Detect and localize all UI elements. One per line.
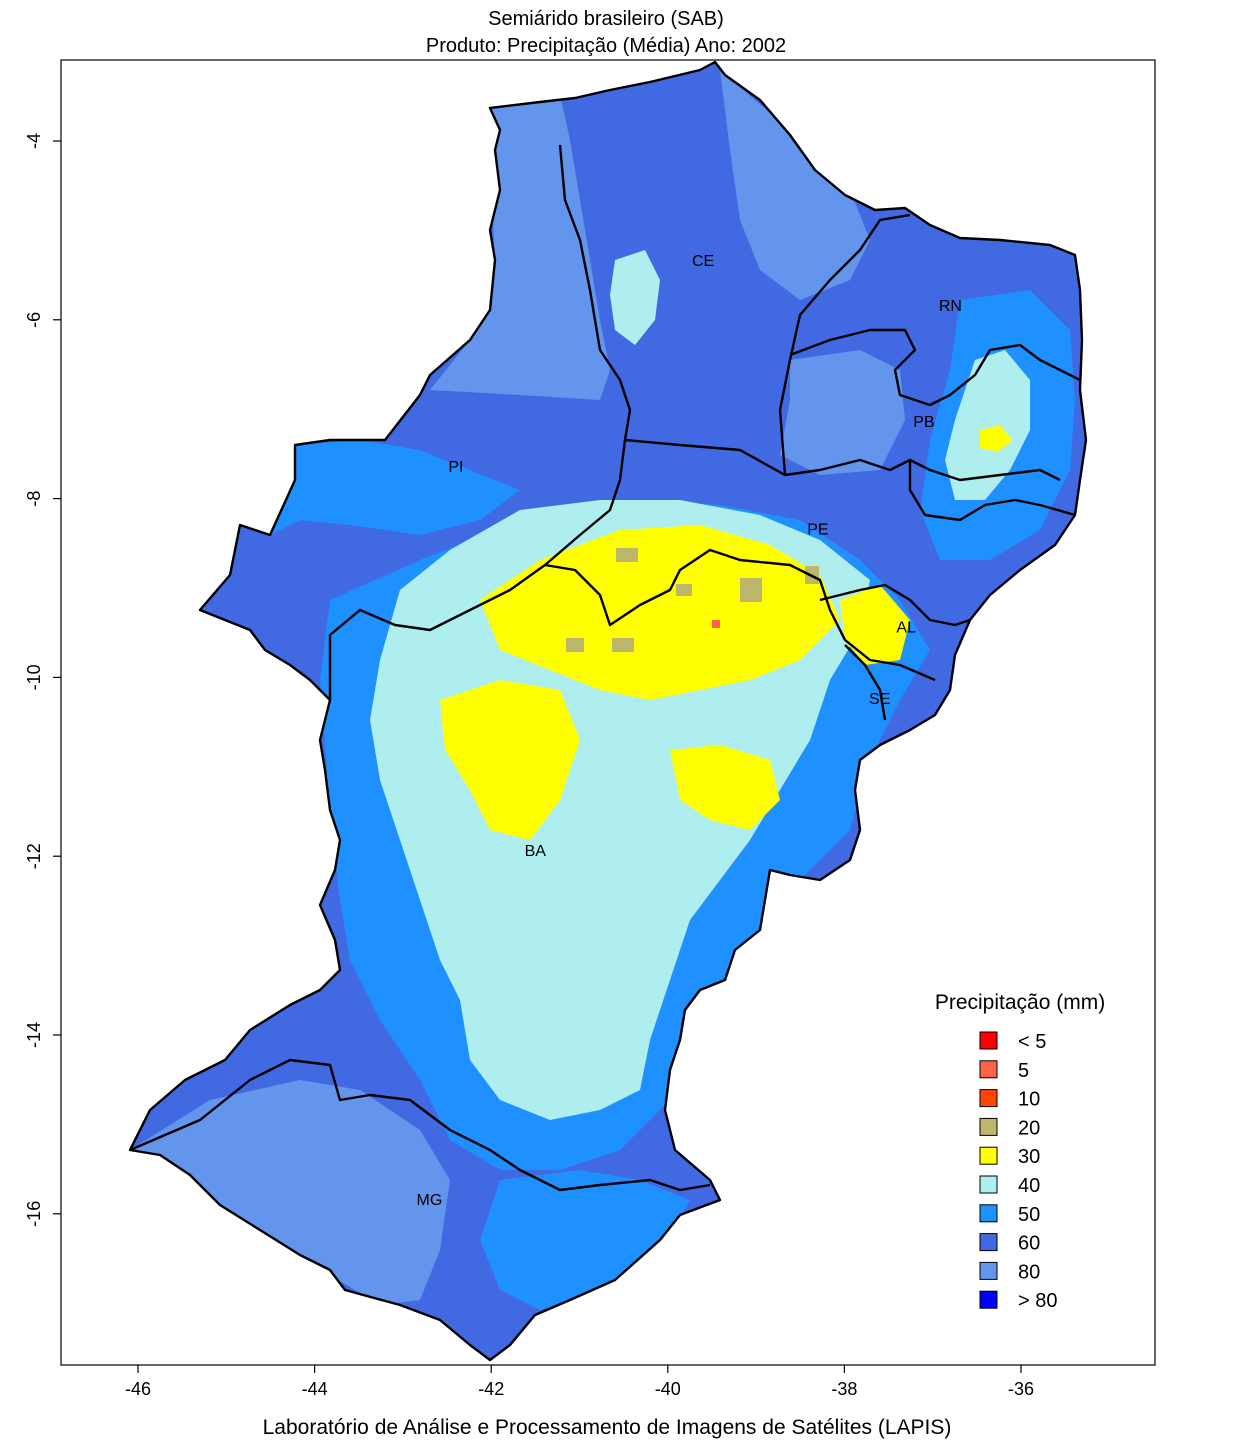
- legend-label: < 5: [1018, 1031, 1046, 1053]
- state-label-mg: MG: [417, 1192, 443, 1209]
- field-20-spot: [566, 638, 584, 652]
- legend-swatch: [979, 1146, 998, 1165]
- legend-label: 5: [1018, 1060, 1029, 1082]
- legend-swatch: [979, 1089, 998, 1108]
- sab-boundary: [128, 60, 1088, 1362]
- field-40-south-spot: [480, 995, 650, 1100]
- state-label-pe: PE: [807, 521, 828, 538]
- field-30-ba-east: [670, 745, 780, 830]
- legend: Precipitação (mm) < 5 5 10 20 30 40 50 60 80 > 80: [935, 991, 1105, 1312]
- field-30-ba-west: [440, 680, 580, 840]
- state-borders: [129, 144, 1081, 1192]
- legend-label: 20: [1018, 1117, 1040, 1139]
- x-tick-label: -38: [831, 1379, 857, 1399]
- state-label-ba: BA: [525, 843, 547, 860]
- map-subtitle: Produto: Precipitação (Média) Ano: 2002: [426, 35, 786, 57]
- field-20-spot: [616, 548, 638, 562]
- field-30-al: [840, 585, 910, 665]
- legend-label: > 80: [1018, 1290, 1057, 1312]
- x-tick-label: -46: [125, 1379, 151, 1399]
- border-pe-ba: [544, 548, 936, 682]
- x-tick-label: -40: [655, 1379, 681, 1399]
- field-50-pi-west: [240, 440, 520, 535]
- border-pb-pe: [908, 460, 1076, 522]
- legend-label: 10: [1018, 1089, 1040, 1111]
- state-label-ce: CE: [692, 253, 714, 270]
- y-tick-label: -4: [24, 133, 44, 149]
- legend-label: 30: [1018, 1146, 1040, 1168]
- border-pe-north: [624, 438, 1061, 482]
- legend-swatch: [979, 1233, 998, 1252]
- legend-swatch: [979, 1060, 998, 1079]
- border-al-se: [844, 644, 887, 721]
- legend-label: 80: [1018, 1261, 1040, 1283]
- y-tick-label: -8: [24, 491, 44, 507]
- border-pi-pe: [328, 439, 627, 700]
- field-20-spot: [612, 638, 634, 652]
- legend-swatch: [979, 1031, 998, 1050]
- state-label-rn: RN: [939, 298, 962, 315]
- x-tick-label: -42: [478, 1379, 504, 1399]
- field-80-pb: [780, 350, 905, 475]
- legend-swatch: [979, 1117, 998, 1136]
- legend-swatch: [979, 1175, 998, 1194]
- field-30-ne-spot: [980, 425, 1012, 452]
- x-tick-label: -44: [302, 1379, 328, 1399]
- x-axis: -46 -44 -42 -40 -38 -36: [125, 1365, 1034, 1399]
- field-20-spot: [676, 584, 692, 596]
- state-label-pb: PB: [913, 414, 934, 431]
- border-rn-pb: [789, 328, 1081, 407]
- legend-label: 50: [1018, 1204, 1040, 1226]
- y-tick-label: -12: [24, 843, 44, 869]
- y-tick-label: -6: [24, 312, 44, 328]
- credit-text: Laboratório de Análise e Processamento d…: [263, 1416, 952, 1439]
- field-50-south: [480, 1170, 690, 1310]
- legend-title: Precipitação (mm): [935, 991, 1105, 1014]
- y-tick-label: -10: [24, 664, 44, 690]
- map-title: Semiárido brasileiro (SAB): [488, 8, 724, 30]
- y-tick-label: -14: [24, 1022, 44, 1048]
- x-tick-label: -36: [1008, 1379, 1034, 1399]
- y-axis: -4 -6 -8 -10 -12 -14 -16: [24, 133, 61, 1227]
- state-label-pi: PI: [448, 459, 463, 476]
- field-80-mg: [130, 1080, 450, 1305]
- state-label-se: SE: [869, 691, 890, 708]
- legend-swatch: [979, 1261, 998, 1280]
- field-40-ce-spot: [610, 250, 660, 345]
- border-ba-mg: [129, 1058, 711, 1192]
- legend-swatch: [979, 1204, 998, 1223]
- field-40-ne: [945, 350, 1030, 500]
- field-80-ce-east: [720, 70, 870, 300]
- y-tick-label: -16: [24, 1201, 44, 1227]
- state-labels: CE RN PB PI PE AL SE BA MG: [417, 253, 962, 1209]
- legend-swatch: [979, 1290, 998, 1309]
- legend-label: 60: [1018, 1233, 1040, 1255]
- field-80-north-pi: [430, 95, 610, 400]
- border-ce-rn-pb: [778, 213, 911, 476]
- border-pi-ce: [558, 144, 632, 441]
- border-pe-al: [819, 583, 971, 627]
- field-20-spot: [740, 578, 762, 602]
- state-label-al: AL: [896, 620, 916, 637]
- field-5-spot: [712, 620, 720, 628]
- legend-label: 40: [1018, 1175, 1040, 1197]
